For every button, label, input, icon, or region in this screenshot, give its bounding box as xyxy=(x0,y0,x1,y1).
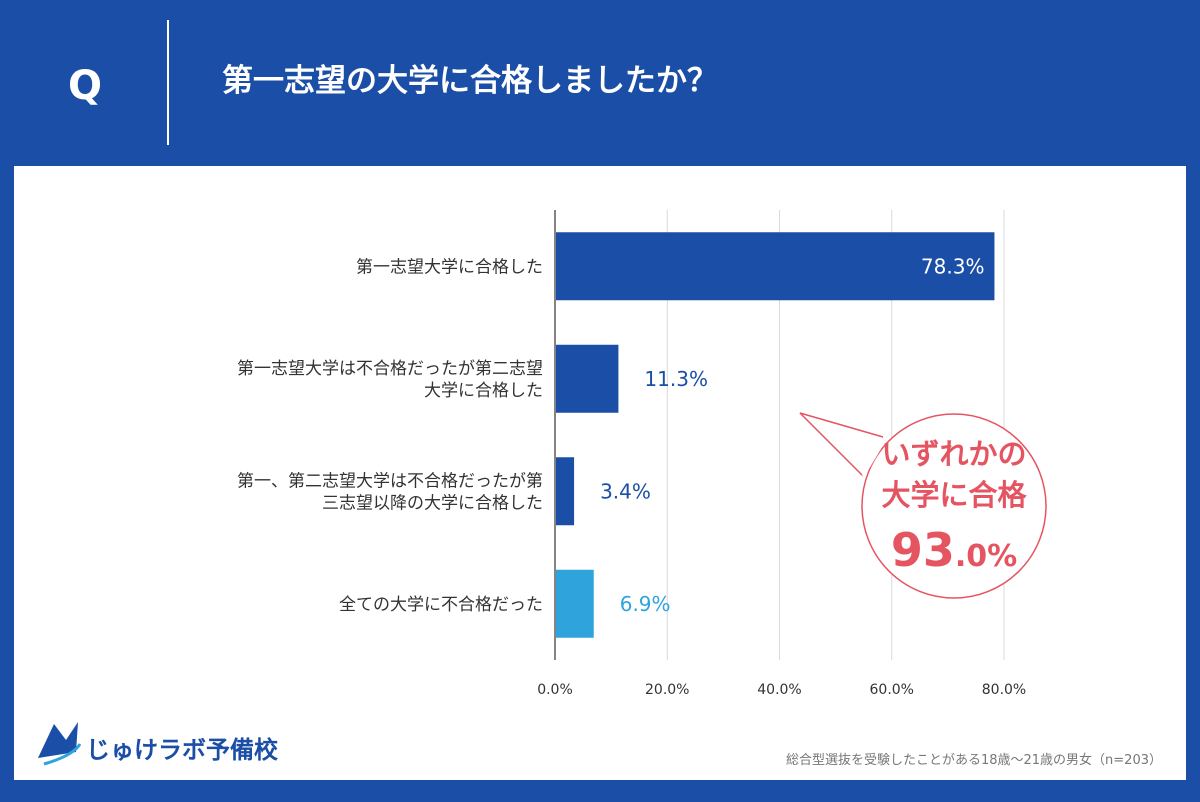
book-swoosh-icon xyxy=(43,743,82,766)
x-tick-label: 40.0% xyxy=(757,682,801,698)
x-tick-label: 20.0% xyxy=(645,682,689,698)
value-labels: 78.3% 11.3% 3.4% 6.9% xyxy=(600,254,984,616)
x-tick-label: 80.0% xyxy=(982,682,1026,698)
q-mark: Q xyxy=(68,63,103,109)
callout-value-main: 93 xyxy=(891,523,955,577)
logo-text: じゅけラボ予備校 xyxy=(86,736,279,764)
category-labels: 第一志望大学に合格した第一志望大学は不合格だったが第二志望大学に合格した第一、第… xyxy=(237,257,543,615)
category-label: 第一、第二志望大学は不合格だったが第 xyxy=(237,471,543,491)
bar xyxy=(556,569,594,638)
callout-circle xyxy=(861,413,1047,599)
x-tick-label: 60.0% xyxy=(870,682,914,698)
callout-value: 93.0% xyxy=(891,523,1017,577)
category-label: 全ての大学に不合格だった xyxy=(339,595,543,615)
header-divider xyxy=(167,20,169,145)
callout-pointer xyxy=(799,412,884,477)
value-label: 78.3% xyxy=(921,254,985,278)
callout-line2: 大学に合格 xyxy=(881,478,1027,512)
header: Q 第一志望の大学に合格しましたか？ xyxy=(0,0,1200,166)
bar xyxy=(556,457,575,526)
category-label: 第一志望大学に合格した xyxy=(356,257,543,277)
value-label: 6.9% xyxy=(620,592,671,616)
book-icon xyxy=(38,722,78,758)
bar xyxy=(556,344,619,413)
category-label: 大学に合格した xyxy=(424,381,543,401)
value-label: 11.3% xyxy=(644,367,708,391)
bar xyxy=(556,232,995,301)
callout-joint xyxy=(861,440,886,477)
question-title: 第一志望の大学に合格しましたか？ xyxy=(222,63,718,99)
x-tick-label: 0.0% xyxy=(537,682,573,698)
sample-note: 総合型選抜を受験したことがある18歳～21歳の男女（n=203） xyxy=(786,752,1162,768)
category-label: 三志望以降の大学に合格した xyxy=(322,493,543,513)
chart-card: 第一志望大学に合格した第一志望大学は不合格だったが第二志望 大学に合格した第一、第… xyxy=(14,166,1186,780)
bars xyxy=(556,232,995,638)
value-label: 3.4% xyxy=(600,479,651,503)
callout-bubble: いずれかの 大学に合格 93.0% xyxy=(799,412,1047,599)
category-label: 第一志望大学は不合格だったが第二志望 xyxy=(237,359,543,379)
bar-chart: 第一志望大学に合格した第一志望大学は不合格だったが第二志望大学に合格した第一、第… xyxy=(38,210,1162,768)
callout-line1: いずれかの xyxy=(881,437,1026,471)
callout-value-suffix: .0% xyxy=(955,539,1017,574)
brand-logo: じゅけラボ予備校 xyxy=(38,722,279,766)
x-tick-labels: 0.0% 20.0% 40.0% 60.0% 80.0% xyxy=(537,682,1026,698)
